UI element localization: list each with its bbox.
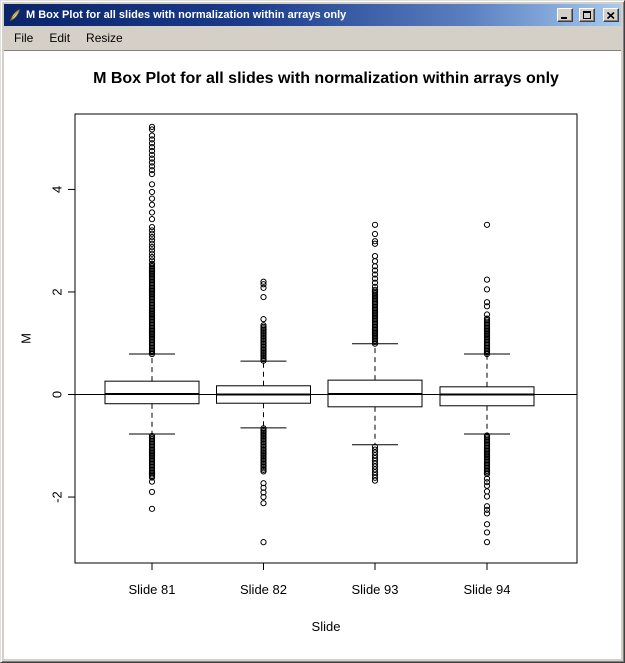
maximize-icon — [583, 11, 591, 19]
svg-text:4: 4 — [50, 186, 65, 193]
boxplot-canvas: -2 0 2 4 M M Box Plot for all slides with nor… — [19, 70, 578, 634]
svg-text:Slide 94: Slide 94 — [464, 582, 511, 597]
svg-text:0: 0 — [50, 391, 65, 398]
maximize-button[interactable] — [579, 8, 595, 22]
plot-client-area: -2 0 2 4 M M Box Plot for all slides with nor… — [4, 51, 621, 659]
svg-text:-2: -2 — [50, 491, 65, 503]
svg-text:Slide 81: Slide 81 — [129, 582, 176, 597]
svg-text:Slide 93: Slide 93 — [352, 582, 399, 597]
minimize-icon — [561, 17, 567, 19]
close-icon — [607, 11, 615, 19]
svg-text:M Box Plot for all slides with: M Box Plot for all slides with normaliza… — [93, 70, 559, 87]
menu-edit[interactable]: Edit — [49, 31, 71, 45]
menubar: File Edit Resize — [4, 26, 621, 51]
svg-text:2: 2 — [50, 288, 65, 295]
close-button[interactable] — [603, 8, 619, 22]
menu-resize[interactable]: Resize — [86, 31, 123, 45]
feather-icon — [9, 8, 21, 21]
menu-file[interactable]: File — [14, 31, 34, 45]
svg-text:Slide 82: Slide 82 — [240, 582, 287, 597]
svg-text:Slide: Slide — [312, 619, 341, 634]
minimize-button[interactable] — [557, 8, 573, 22]
titlebar[interactable]: M Box Plot for all slides with normaliza… — [4, 4, 621, 26]
svg-text:M: M — [19, 333, 34, 344]
window-title: M Box Plot for all slides with normaliza… — [26, 9, 347, 21]
